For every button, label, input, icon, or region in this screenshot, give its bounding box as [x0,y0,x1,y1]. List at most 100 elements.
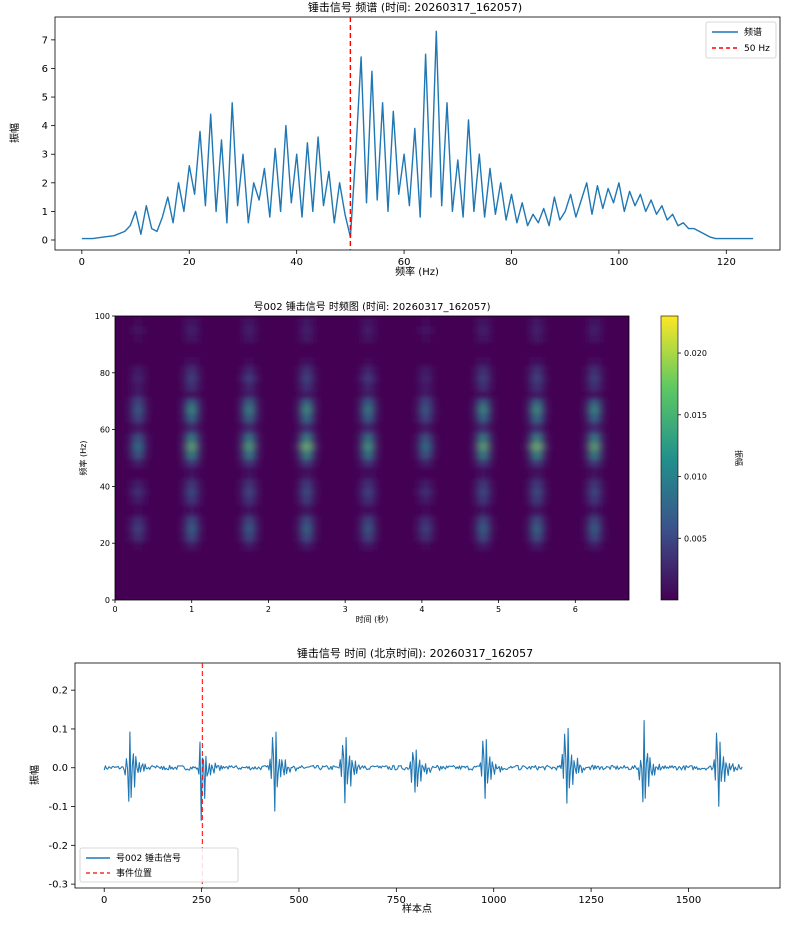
spectrogram-cell [253,396,257,406]
spectrogram-cell [429,450,433,460]
spectrogram-cell [538,496,542,505]
spectrogram-cell [590,442,594,451]
spectrogram-cell [587,374,591,383]
legend-spectrum-label: 频谱 [744,26,762,38]
legend-signal-label: 号002 锤击信号 [116,852,181,864]
spectrogram-cell [192,516,196,525]
x-tick-label: 0 [79,257,85,268]
spectrogram-cell [535,541,539,551]
spectrogram-cell [187,450,191,460]
spectrogram-cell [302,325,306,335]
spectrogram-cell [141,450,145,460]
spectrogram-cell [426,422,430,431]
spectrogram-cell [369,533,373,542]
spectrogram-cell [479,325,483,335]
spectrogram-cell [595,450,599,460]
spectrogram-cell [253,442,257,451]
spectrogram-cell [369,433,373,443]
spectrogram-cell [136,405,140,414]
spectrogram-cell [418,433,422,443]
spectrogram-cell [195,487,199,497]
spectrogram-cell [299,382,303,392]
spectrogram-cell [307,450,311,460]
spectrogram-cell [481,405,485,414]
spectrogram-cell [538,334,542,343]
spectrogram-cell [184,516,188,525]
spectrogram-cell [305,414,309,423]
spectrogram-cell [297,442,301,451]
spectrogram-cell [421,388,425,397]
spectrogram-cell [253,533,257,542]
spectrogram-cell [487,450,491,460]
spectrogram-cell [131,533,135,542]
spectrogram-cell [369,382,373,392]
spectrogram-cell [131,516,135,525]
spectrogram-cell [366,442,370,451]
spectrogram-cell [195,442,199,451]
spectrogram-cell [540,496,544,505]
spectrogram-cell [369,317,373,326]
spectrogram-cell [187,442,191,451]
spectrogram-cell [190,382,194,392]
spectrogram-cell [592,357,596,366]
y-tick-label: 100 [95,312,110,321]
spectrogram-cell [592,365,596,375]
spectrum-legend-box [705,21,777,59]
spectrogram-cell [187,382,191,392]
spectrogram-cell [476,450,480,460]
spectrogram-cell [538,382,542,392]
spectrogram-cell [141,396,145,406]
spectrogram-cell [305,541,309,551]
spectrogram-cell [595,533,599,542]
spectrogram-cell [253,374,257,383]
spectrogram-cell [540,405,544,414]
spectrogram-cell [479,414,483,423]
spectrogram-cell [481,533,485,542]
spectrogram-cell [587,487,591,497]
spectrogram-cell [535,442,539,451]
spectrogram-cell [141,442,145,451]
spectrogram-cell [139,533,143,542]
spectrogram-cell [532,541,536,551]
spectrogram-cell [184,382,188,392]
spectrogram-cell [184,425,188,434]
spectrogram-cell [595,487,599,497]
x-tick-label: 1250 [578,895,603,906]
spectrogram-cell [535,374,539,383]
x-tick-label: 6 [573,605,578,614]
spectrogram-cell [184,533,188,542]
y-tick-label: 6 [42,64,48,75]
spectrogram-cell [192,533,196,542]
spectrogram-cell [426,414,430,423]
spectrogram-cell [476,533,480,542]
spectrogram-cell [305,496,309,505]
spectrogram-cell [421,325,425,335]
spectrogram-cell [592,325,596,335]
spectrogram-cell [363,433,367,443]
spectrogram-cell [426,459,430,468]
spectrogram-cell [133,396,137,406]
x-tick-label: 4 [419,605,424,614]
spectrogram-cell [484,317,488,326]
spectrogram-cell [538,504,542,514]
spectrogram-cell [484,391,488,400]
spectrogram-cell [540,479,544,488]
spectrogram-cell [590,524,594,534]
spectrogram-cell [187,405,191,414]
x-tick-label: 1 [189,605,194,614]
spectrogram-cell [587,365,591,375]
spectrogram-cell [587,524,591,534]
spectrogram-cell [310,524,314,534]
x-tick-label: 0 [112,605,117,614]
spectrogram-cell [592,391,596,400]
spectrogram-cell [242,450,246,460]
signal-line [103,720,743,821]
spectrogram-cell [421,450,425,460]
spectrogram-cell [250,422,254,431]
spectrogram-cell [299,479,303,488]
spectrogram-cell [543,442,547,451]
spectrogram-cell [133,487,137,497]
spectrogram-cell [245,516,249,525]
spectrogram-cell [253,459,257,468]
spectrogram-cell [139,388,143,397]
